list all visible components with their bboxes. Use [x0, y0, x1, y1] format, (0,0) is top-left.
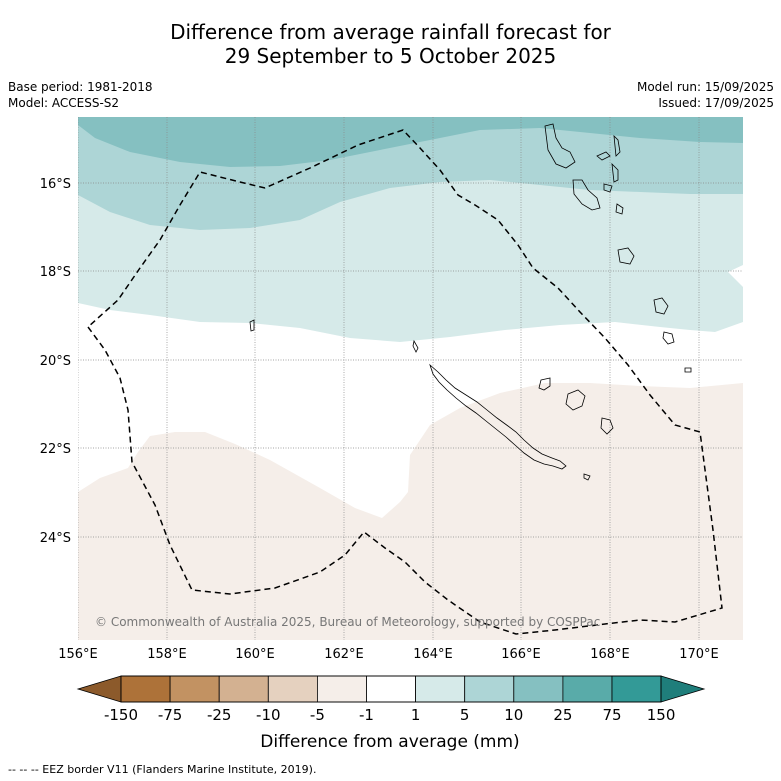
colorbar-segment — [316, 675, 367, 703]
map-area: © Commonwealth of Australia 2025, Bureau… — [78, 117, 743, 640]
shade-dry-light — [78, 383, 743, 640]
colorbar-tick-label: -5 — [310, 706, 325, 724]
tanna-island — [662, 331, 675, 345]
colorbar-tick-labels: -150 -75 -25 -10 -5 -1 1 5 10 25 75 150 — [104, 706, 675, 724]
lon-tick-158e: 158°E — [147, 647, 187, 662]
eez-legend: -- -- -- EEZ border V11 (Flanders Marine… — [8, 763, 317, 776]
colorbar-tick-label: -150 — [104, 706, 138, 724]
isle-of-pines — [583, 473, 591, 481]
issued-date: Issued: 17/09/2025 — [658, 96, 774, 110]
lon-tick-156e: 156°E — [58, 647, 98, 662]
lat-ticks: 16°S 18°S 20°S 22°S 24°S — [40, 177, 71, 546]
gridlines — [78, 117, 743, 640]
colorbar-title: Difference from average (mm) — [260, 732, 519, 752]
lat-tick-16s: 16°S — [40, 177, 71, 192]
colorbar-min-extend — [76, 675, 122, 703]
colorbar-segment — [415, 675, 466, 703]
erromango-island — [653, 297, 669, 315]
colorbar-segment — [464, 675, 515, 703]
colorbar-tick-label: 25 — [553, 706, 572, 724]
colorbar-segments — [120, 675, 662, 703]
copyright-text: © Commonwealth of Australia 2025, Bureau… — [95, 615, 600, 629]
colorbar-segment — [513, 675, 564, 703]
colorbar-segment — [169, 675, 220, 703]
eez-border — [86, 129, 723, 635]
lon-tick-160e: 160°E — [235, 647, 275, 662]
maewo-island — [613, 134, 621, 157]
lon-ticks: 156°E 158°E 160°E 162°E 164°E 166°E 168°… — [58, 647, 719, 662]
lon-tick-170e: 170°E — [679, 647, 719, 662]
epi-island — [615, 203, 624, 215]
ambrym-island — [603, 183, 613, 193]
new-caledonia-island — [429, 363, 567, 470]
efate-island — [617, 247, 635, 265]
malekula-island — [572, 179, 601, 211]
lon-tick-168e: 168°E — [590, 647, 630, 662]
shade-wet-3 — [78, 117, 743, 167]
colorbar-segment — [562, 675, 613, 703]
colorbar-max-extend — [660, 675, 706, 703]
lifou-island — [565, 389, 586, 411]
colorbar-tick-label: -1 — [359, 706, 374, 724]
lat-tick-24s: 24°S — [40, 531, 71, 546]
meta-right: Model run: 15/09/2025 Issued: 17/09/2025 — [637, 79, 774, 111]
lat-tick-22s: 22°S — [40, 442, 71, 457]
colorbar-segment — [120, 675, 171, 703]
aneityum-island — [684, 367, 692, 373]
base-period: Base period: 1981-2018 — [8, 80, 153, 94]
colorbar-segment — [218, 675, 269, 703]
colorbar-tick-label: 5 — [460, 706, 470, 724]
colorbar-frame — [120, 675, 662, 703]
colorbar-tick-label: -10 — [256, 706, 281, 724]
lon-tick-164e: 164°E — [413, 647, 453, 662]
ouvea-island — [538, 377, 551, 391]
meta-left: Base period: 1981-2018 Model: ACCESS-S2 — [8, 79, 153, 111]
lon-tick-162e: 162°E — [324, 647, 364, 662]
lat-tick-18s: 18°S — [40, 265, 71, 280]
title-line-2: 29 September to 5 October 2025 — [224, 44, 557, 68]
ambae-island — [596, 151, 611, 161]
colorbar-tick-label: 1 — [411, 706, 421, 724]
colorbar-tick-label: -75 — [158, 706, 183, 724]
pentecost-island — [611, 162, 619, 183]
colorbar-segment — [611, 675, 662, 703]
colorbar-tick-label: -25 — [207, 706, 232, 724]
colorbar-segment — [267, 675, 318, 703]
colorbar-segment — [366, 675, 416, 703]
coastlines — [249, 123, 692, 481]
model-name: Model: ACCESS-S2 — [8, 96, 120, 110]
lon-tick-166e: 166°E — [501, 647, 541, 662]
lat-tick-20s: 20°S — [40, 354, 71, 369]
colorbar-tick-label: 10 — [504, 706, 523, 724]
colorbar-tick-label: 75 — [602, 706, 621, 724]
title-line-1: Difference from average rainfall forecas… — [170, 20, 611, 44]
espiritu-santo-island — [544, 123, 576, 169]
belep-island — [412, 339, 419, 353]
small-island-a — [249, 319, 255, 332]
mare-island — [600, 417, 614, 435]
colorbar-tick-label: 150 — [647, 706, 676, 724]
chart-title: Difference from average rainfall forecas… — [0, 20, 781, 68]
model-run: Model run: 15/09/2025 — [636, 80, 774, 94]
colorbar: -150 -75 -25 -10 -5 -1 1 5 10 25 75 150 Difference … — [76, 675, 706, 752]
